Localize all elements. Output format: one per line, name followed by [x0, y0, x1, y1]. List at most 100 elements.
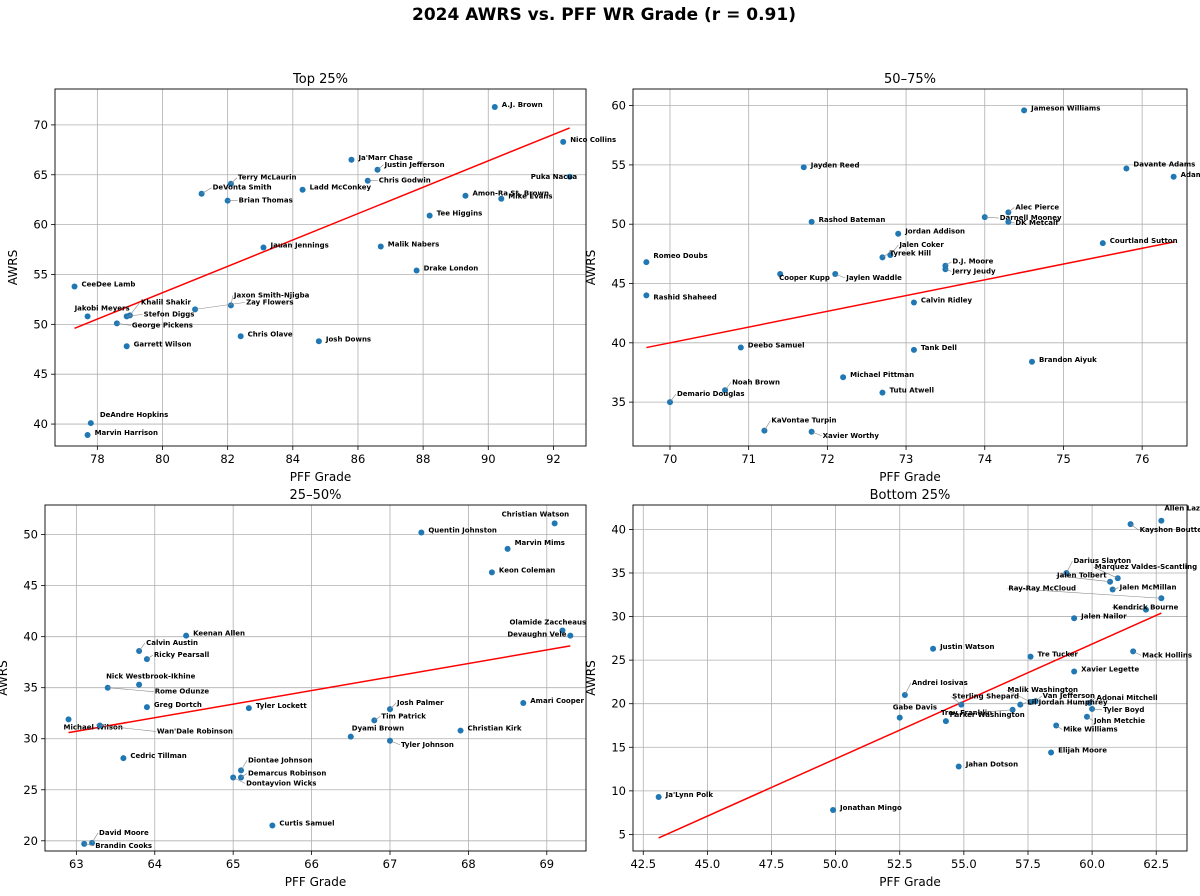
label-leader	[99, 725, 156, 732]
x-tick-label: 70	[663, 452, 678, 466]
x-tick-label: 52.5	[887, 857, 913, 871]
point-label: DeVonta Smith	[213, 184, 272, 192]
data-point	[1123, 165, 1130, 172]
x-axis-label: PFF Grade	[285, 875, 346, 889]
point-label: Rashid Shaheed	[653, 293, 716, 301]
trend-line	[646, 241, 1174, 349]
point-label: Xavier Worthy	[823, 432, 880, 440]
label-leader	[1066, 560, 1073, 574]
label-leader	[1089, 697, 1096, 704]
x-tick-label: 68	[461, 857, 476, 871]
x-tick-label: 55.0	[951, 857, 977, 871]
data-point	[1071, 668, 1078, 675]
trend-line	[68, 645, 571, 734]
label-leader	[1006, 689, 1031, 703]
point-label: Tank Dell	[921, 344, 957, 352]
data-point	[1028, 358, 1035, 365]
point-label: Brandon Aiyuk	[1039, 356, 1097, 364]
point-label: Jayden Reed	[810, 161, 860, 169]
label-leader	[1056, 725, 1063, 730]
label-leader	[1093, 566, 1118, 579]
label-leader	[116, 323, 131, 326]
data-point	[830, 807, 837, 814]
data-point	[315, 338, 322, 345]
subplot-2: 70 71 72 73 74 75 76 35 40 45 50 55 60 Jameson Willia…	[584, 72, 1200, 484]
data-point	[347, 733, 354, 740]
subplot-4: 42.5 45.0 47.5 50.0 52.5 55.0 57.5 60.0 62.5 5 10 1…	[584, 488, 1200, 889]
point-label: Michael Wilson	[64, 723, 123, 731]
y-tick-label: 50	[33, 317, 48, 331]
trend-line	[74, 127, 570, 330]
data-point	[777, 271, 784, 278]
data-point	[136, 681, 143, 688]
label-leader	[389, 740, 401, 746]
label-leader	[230, 177, 238, 184]
point-label: Noah Brown	[732, 378, 780, 386]
label-leader	[724, 382, 732, 391]
label-leader	[984, 216, 999, 219]
label-leader	[1007, 587, 1162, 599]
y-tick-label: 45	[33, 367, 48, 381]
point-label: Demarcus Robinson	[248, 770, 326, 778]
y-tick-label: 40	[611, 522, 626, 536]
label-leader	[84, 843, 95, 847]
data-point	[299, 186, 306, 193]
point-label: Davante Adams	[1133, 160, 1195, 168]
point-label: Jauan Jennings	[269, 242, 328, 250]
point-label: Jalen Tolbert	[1056, 572, 1107, 580]
point-label: Chris Olave	[248, 330, 293, 338]
y-tick-label: 65	[33, 168, 48, 182]
point-label: Marquez Valdes-Scantling	[1095, 563, 1197, 571]
x-tick-label: 60.0	[1079, 857, 1105, 871]
label-leader	[835, 273, 846, 279]
data-point	[840, 374, 847, 381]
x-tick-label: 75	[1056, 452, 1071, 466]
data-point	[551, 520, 558, 527]
data-point	[1158, 517, 1165, 524]
point-label: Brian Thomas	[239, 197, 293, 205]
point-label: Nick Westbrook-Ikhine	[106, 673, 195, 681]
x-tick-label: 74	[977, 452, 992, 466]
data-point	[910, 346, 917, 353]
point-label: Mike Williams	[1063, 725, 1118, 733]
point-label: Rome Odunze	[155, 688, 210, 696]
point-label: Terry McLaurin	[238, 174, 297, 182]
y-tick-label: 50	[611, 217, 626, 231]
point-label: Amari Cooper	[530, 697, 584, 705]
data-point	[1099, 240, 1106, 247]
point-label: Parker Washington	[950, 711, 1025, 719]
point-label: Van Jefferson	[1043, 692, 1095, 700]
data-point	[120, 755, 127, 762]
label-leader	[1035, 695, 1042, 702]
point-label: Tutu Atwell	[889, 387, 934, 395]
point-label: Josh Downs	[325, 335, 371, 343]
trend-line	[658, 612, 1162, 839]
y-tick-label: 35	[611, 566, 626, 580]
data-point	[910, 299, 917, 306]
x-axis-label: PFF Grade	[879, 875, 940, 889]
data-point	[260, 244, 267, 251]
point-label: Jalen Coker	[898, 241, 944, 249]
data-point	[418, 529, 425, 536]
point-label: Quentin Johnston	[428, 527, 497, 535]
point-label: Josh Palmer	[396, 699, 444, 707]
label-leader	[945, 268, 952, 272]
subplot-3: 63 64 65 66 67 68 69 20 25 30 35 40 45 50 Christian Wa…	[0, 488, 587, 889]
point-label: Dontayvion Wicks	[246, 780, 316, 788]
point-label: Cedric Tillman	[130, 752, 186, 760]
data-point	[896, 714, 903, 721]
data-point	[377, 243, 384, 250]
label-leader	[1112, 587, 1119, 590]
label-leader	[1056, 575, 1111, 582]
subplot-title: 50–75%	[884, 72, 936, 87]
point-label: Jalen Nailor	[1080, 612, 1127, 620]
label-leader	[230, 295, 234, 306]
point-label: Khalil Shakir	[141, 298, 192, 306]
data-point	[559, 627, 566, 634]
point-label: Keenan Allen	[193, 630, 245, 638]
data-point	[800, 164, 807, 171]
x-tick-label: 45.0	[695, 857, 721, 871]
point-label: Jerry Jeudy	[951, 267, 996, 275]
point-label: Puka Nacua	[531, 173, 578, 181]
point-label: Kendrick Bourne	[1113, 604, 1179, 612]
